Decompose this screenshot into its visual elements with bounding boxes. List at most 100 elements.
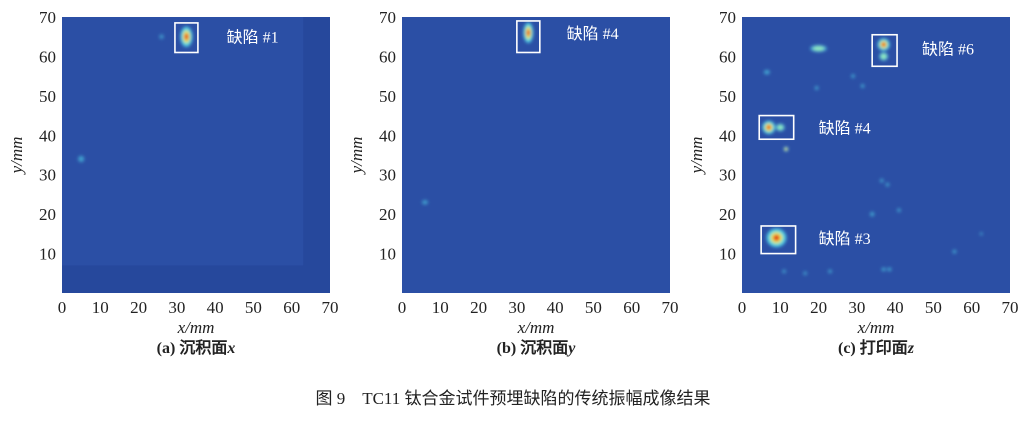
x-tick-label: 60 (283, 298, 300, 317)
x-tick-label: 10 (92, 298, 109, 317)
y-tick-label: 60 (39, 47, 56, 66)
defect-box (174, 22, 199, 54)
y-tick-label: 10 (719, 245, 736, 264)
x-tick-label: 20 (130, 298, 147, 317)
y-axis-label: y/mm (347, 137, 366, 176)
subplot-title-text: (b) 沉积面 (497, 338, 569, 357)
heatmap-edge-band (303, 17, 330, 293)
defect-spot (851, 74, 855, 79)
y-tick-label: 20 (379, 205, 396, 224)
defect-box (871, 33, 898, 68)
defect-spot (879, 178, 884, 183)
defect-spot (812, 46, 825, 52)
panel-c: 缺陷 #6 缺陷 #4 缺陷 #3 0 10 20 30 40 50 60 70 10 20 30 40 50… (687, 8, 1019, 357)
panel-b: 缺陷 #4 0 10 20 30 40 50 60 70 10 20 30 40 50 60 70 x/mm y/… (347, 8, 679, 357)
y-tick-label: 40 (719, 126, 736, 145)
y-tick-label: 60 (719, 47, 736, 66)
y-tick-label: 30 (719, 166, 736, 185)
defect-spot (782, 269, 787, 274)
x-tick-label: 20 (810, 298, 827, 317)
x-tick-label: 10 (432, 298, 449, 317)
defect-spot (803, 271, 808, 276)
subplot-title-variable: y (566, 340, 576, 357)
x-axis-label: x/mm (517, 318, 555, 337)
x-tick-label: 40 (887, 298, 904, 317)
x-axis-label: x/mm (177, 318, 215, 337)
defect-spot (78, 155, 85, 163)
defect-spot (897, 208, 901, 213)
defect-box (760, 225, 797, 255)
x-tick-label: 70 (1002, 298, 1019, 317)
x-tick-label: 30 (508, 298, 525, 317)
subplot-title-variable: x (226, 340, 235, 357)
y-axis-label: y/mm (7, 137, 26, 176)
defect-spot (526, 29, 530, 37)
defect-spot (421, 199, 429, 205)
y-tick-label: 20 (719, 205, 736, 224)
x-tick-label: 60 (623, 298, 640, 317)
subplot-title-text: (a) 沉积面 (157, 338, 228, 357)
subplot-title-text: (c) 打印面 (838, 338, 908, 357)
y-tick-label: 60 (379, 47, 396, 66)
subplot-title-variable: z (907, 340, 915, 357)
defect-spot (885, 182, 890, 187)
defect-spot (952, 249, 957, 254)
heatmap-background (402, 17, 670, 293)
x-tick-label: 40 (547, 298, 564, 317)
defect-spot (773, 234, 780, 241)
defect-label: 缺陷 #4 (819, 119, 871, 137)
x-tick-label: 0 (398, 298, 407, 317)
y-tick-label: 20 (39, 205, 56, 224)
defect-spot (777, 124, 784, 131)
defect-spot (880, 53, 887, 60)
defect-box (758, 114, 795, 141)
x-tick-label: 60 (963, 298, 980, 317)
x-tick-label: 50 (585, 298, 602, 317)
defect-spot (869, 211, 875, 217)
subplot-title: (a) 沉积面x (157, 338, 236, 357)
x-tick-label: 30 (848, 298, 865, 317)
defect-spot (814, 86, 819, 90)
defect-spot (159, 34, 164, 40)
x-tick-label: 0 (58, 298, 67, 317)
figure-caption: 图 9 TC11 钛合金试件预埋缺陷的传统振幅成像结果 (315, 389, 710, 408)
heatmap-background (62, 17, 330, 293)
heatmap-background (742, 17, 1010, 293)
defect-spot (887, 267, 892, 272)
defect-spot (979, 232, 983, 236)
defect-spot (763, 69, 770, 75)
y-tick-label: 10 (39, 245, 56, 264)
y-tick-label: 70 (379, 8, 396, 27)
spots (421, 22, 534, 205)
panel-a: 缺陷 #1 0 10 20 30 40 50 60 70 10 20 30 40 50 60 70 x/mm y/… (7, 8, 339, 357)
x-tick-label: 70 (662, 298, 679, 317)
x-tick-label: 70 (322, 298, 339, 317)
spots (762, 38, 983, 276)
x-tick-label: 50 (925, 298, 942, 317)
heatmap-edge-band (62, 265, 330, 293)
x-tick-label: 20 (470, 298, 487, 317)
defect-label: 缺陷 #3 (819, 230, 871, 248)
x-tick-label: 50 (245, 298, 262, 317)
defect-spot (881, 267, 886, 272)
defect-spot (881, 42, 886, 47)
defect-spot (184, 33, 189, 40)
x-tick-label: 10 (772, 298, 789, 317)
defect-label: 缺陷 #1 (227, 29, 279, 47)
y-tick-label: 50 (379, 87, 396, 106)
defect-spot (828, 269, 832, 274)
defect-spot (784, 147, 788, 151)
subplot-title: (c) 打印面z (838, 338, 915, 357)
y-tick-label: 50 (719, 87, 736, 106)
y-tick-label: 70 (39, 8, 56, 27)
y-tick-label: 50 (39, 87, 56, 106)
defect-label: 缺陷 #4 (567, 25, 619, 43)
spots (78, 26, 193, 163)
y-tick-label: 70 (719, 8, 736, 27)
defect-label: 缺陷 #6 (922, 41, 974, 59)
x-tick-label: 40 (207, 298, 224, 317)
x-tick-label: 0 (738, 298, 747, 317)
y-tick-label: 30 (39, 166, 56, 185)
x-tick-label: 30 (168, 298, 185, 317)
